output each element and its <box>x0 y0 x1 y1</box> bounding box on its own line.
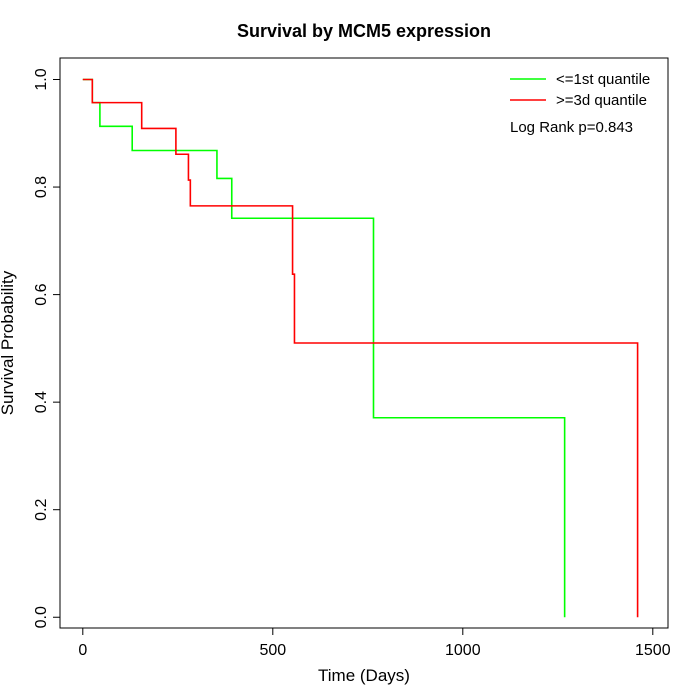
y-tick-label: 0.4 <box>33 391 50 413</box>
y-axis: 0.0 0.2 0.4 0.6 0.8 1.0 <box>33 68 61 628</box>
y-tick-label: 0.8 <box>33 176 50 198</box>
x-tick-label: 1500 <box>635 642 671 659</box>
x-axis-label: Time (Days) <box>318 666 410 685</box>
y-tick-label: 0.0 <box>33 606 50 628</box>
legend-label-1: <=1st quantile <box>556 71 650 88</box>
y-axis-label: Survival Probability <box>0 270 17 415</box>
x-axis: 0 500 1000 1500 <box>78 627 671 659</box>
y-tick-label: 1.0 <box>33 68 50 90</box>
series-line-2 <box>82 78 639 618</box>
y-tick-label: 0.2 <box>33 498 50 520</box>
legend-label-2: >=3d quantile <box>556 92 647 109</box>
y-tick-label: 0.6 <box>33 283 50 305</box>
x-tick-label: 500 <box>259 642 286 659</box>
log-rank-annotation: Log Rank p=0.843 <box>510 119 633 136</box>
x-tick-label: 1000 <box>445 642 481 659</box>
chart-title: Survival by MCM5 expression <box>237 21 491 41</box>
legend: <=1st quantile >=3d quantile <box>510 71 650 109</box>
x-tick-label: 0 <box>78 642 87 659</box>
series-layer <box>82 78 639 618</box>
